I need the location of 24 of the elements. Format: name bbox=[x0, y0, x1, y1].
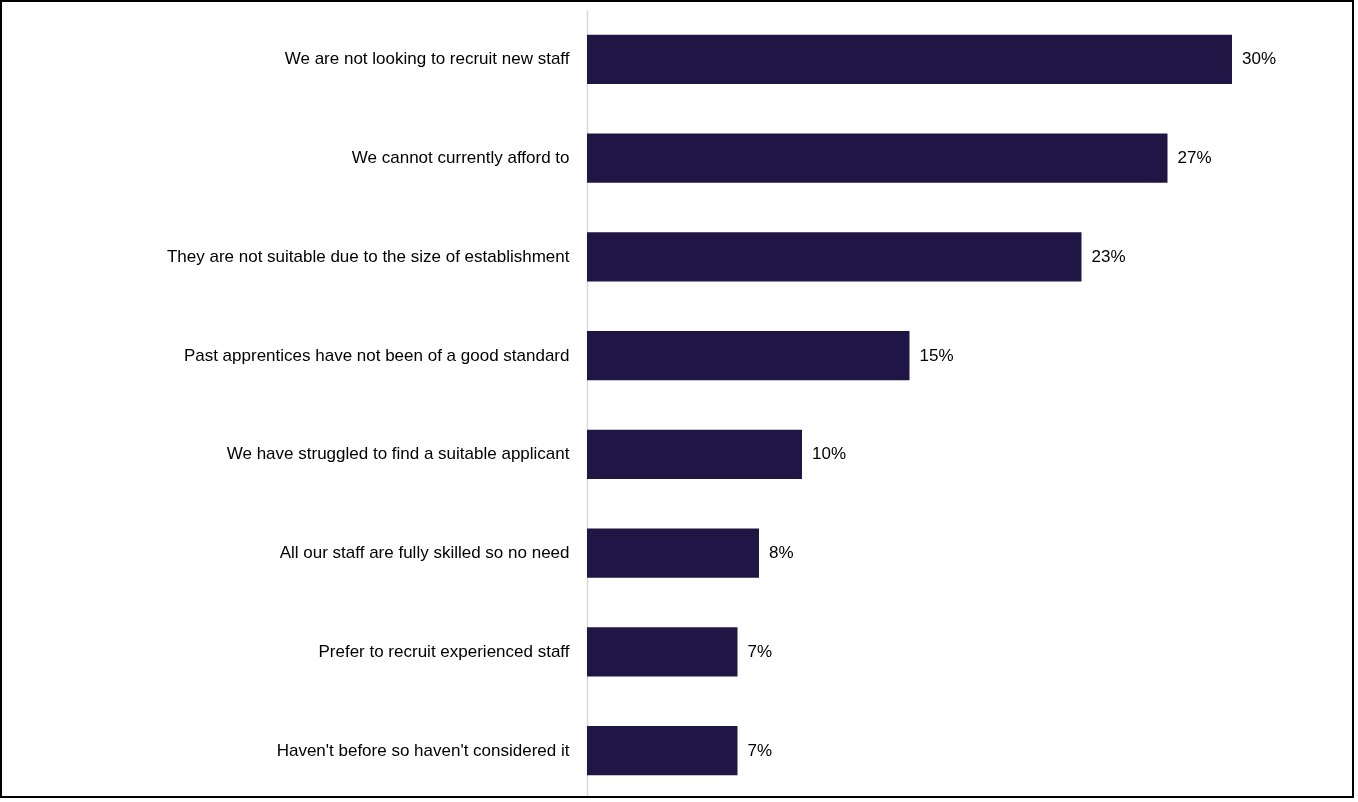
data-label: 23% bbox=[1091, 246, 1126, 266]
bar bbox=[587, 232, 1082, 282]
bar bbox=[587, 34, 1232, 85]
y-tick-label: All our staff are fully skilled so no need bbox=[279, 543, 570, 563]
bar bbox=[587, 429, 802, 480]
data-label: 15% bbox=[919, 345, 954, 365]
y-tick-label: Past apprentices have not been of a good standard bbox=[183, 345, 570, 365]
data-label: 8% bbox=[769, 543, 794, 563]
bar bbox=[587, 133, 1168, 183]
y-tick-label: They are not suitable due to the size of establishment bbox=[166, 246, 570, 266]
y-tick-label: Haven't before so haven't considered it bbox=[276, 740, 570, 760]
y-tick-label: Prefer to recruit experienced staff bbox=[318, 641, 570, 661]
y-tick-label: We cannot currently afford to bbox=[351, 148, 570, 168]
data-label: 10% bbox=[812, 444, 847, 464]
bar bbox=[587, 627, 738, 677]
bar bbox=[587, 330, 910, 381]
bar bbox=[587, 528, 759, 578]
data-label: 7% bbox=[747, 740, 773, 760]
y-tick-label: We are not looking to recruit new staff bbox=[284, 49, 570, 69]
data-label: 30% bbox=[1242, 49, 1277, 69]
data-label: 7% bbox=[747, 641, 773, 661]
bar bbox=[587, 725, 738, 776]
data-label: 27% bbox=[1177, 148, 1212, 168]
y-tick-label: We have struggled to find a suitable applicant bbox=[226, 444, 570, 464]
